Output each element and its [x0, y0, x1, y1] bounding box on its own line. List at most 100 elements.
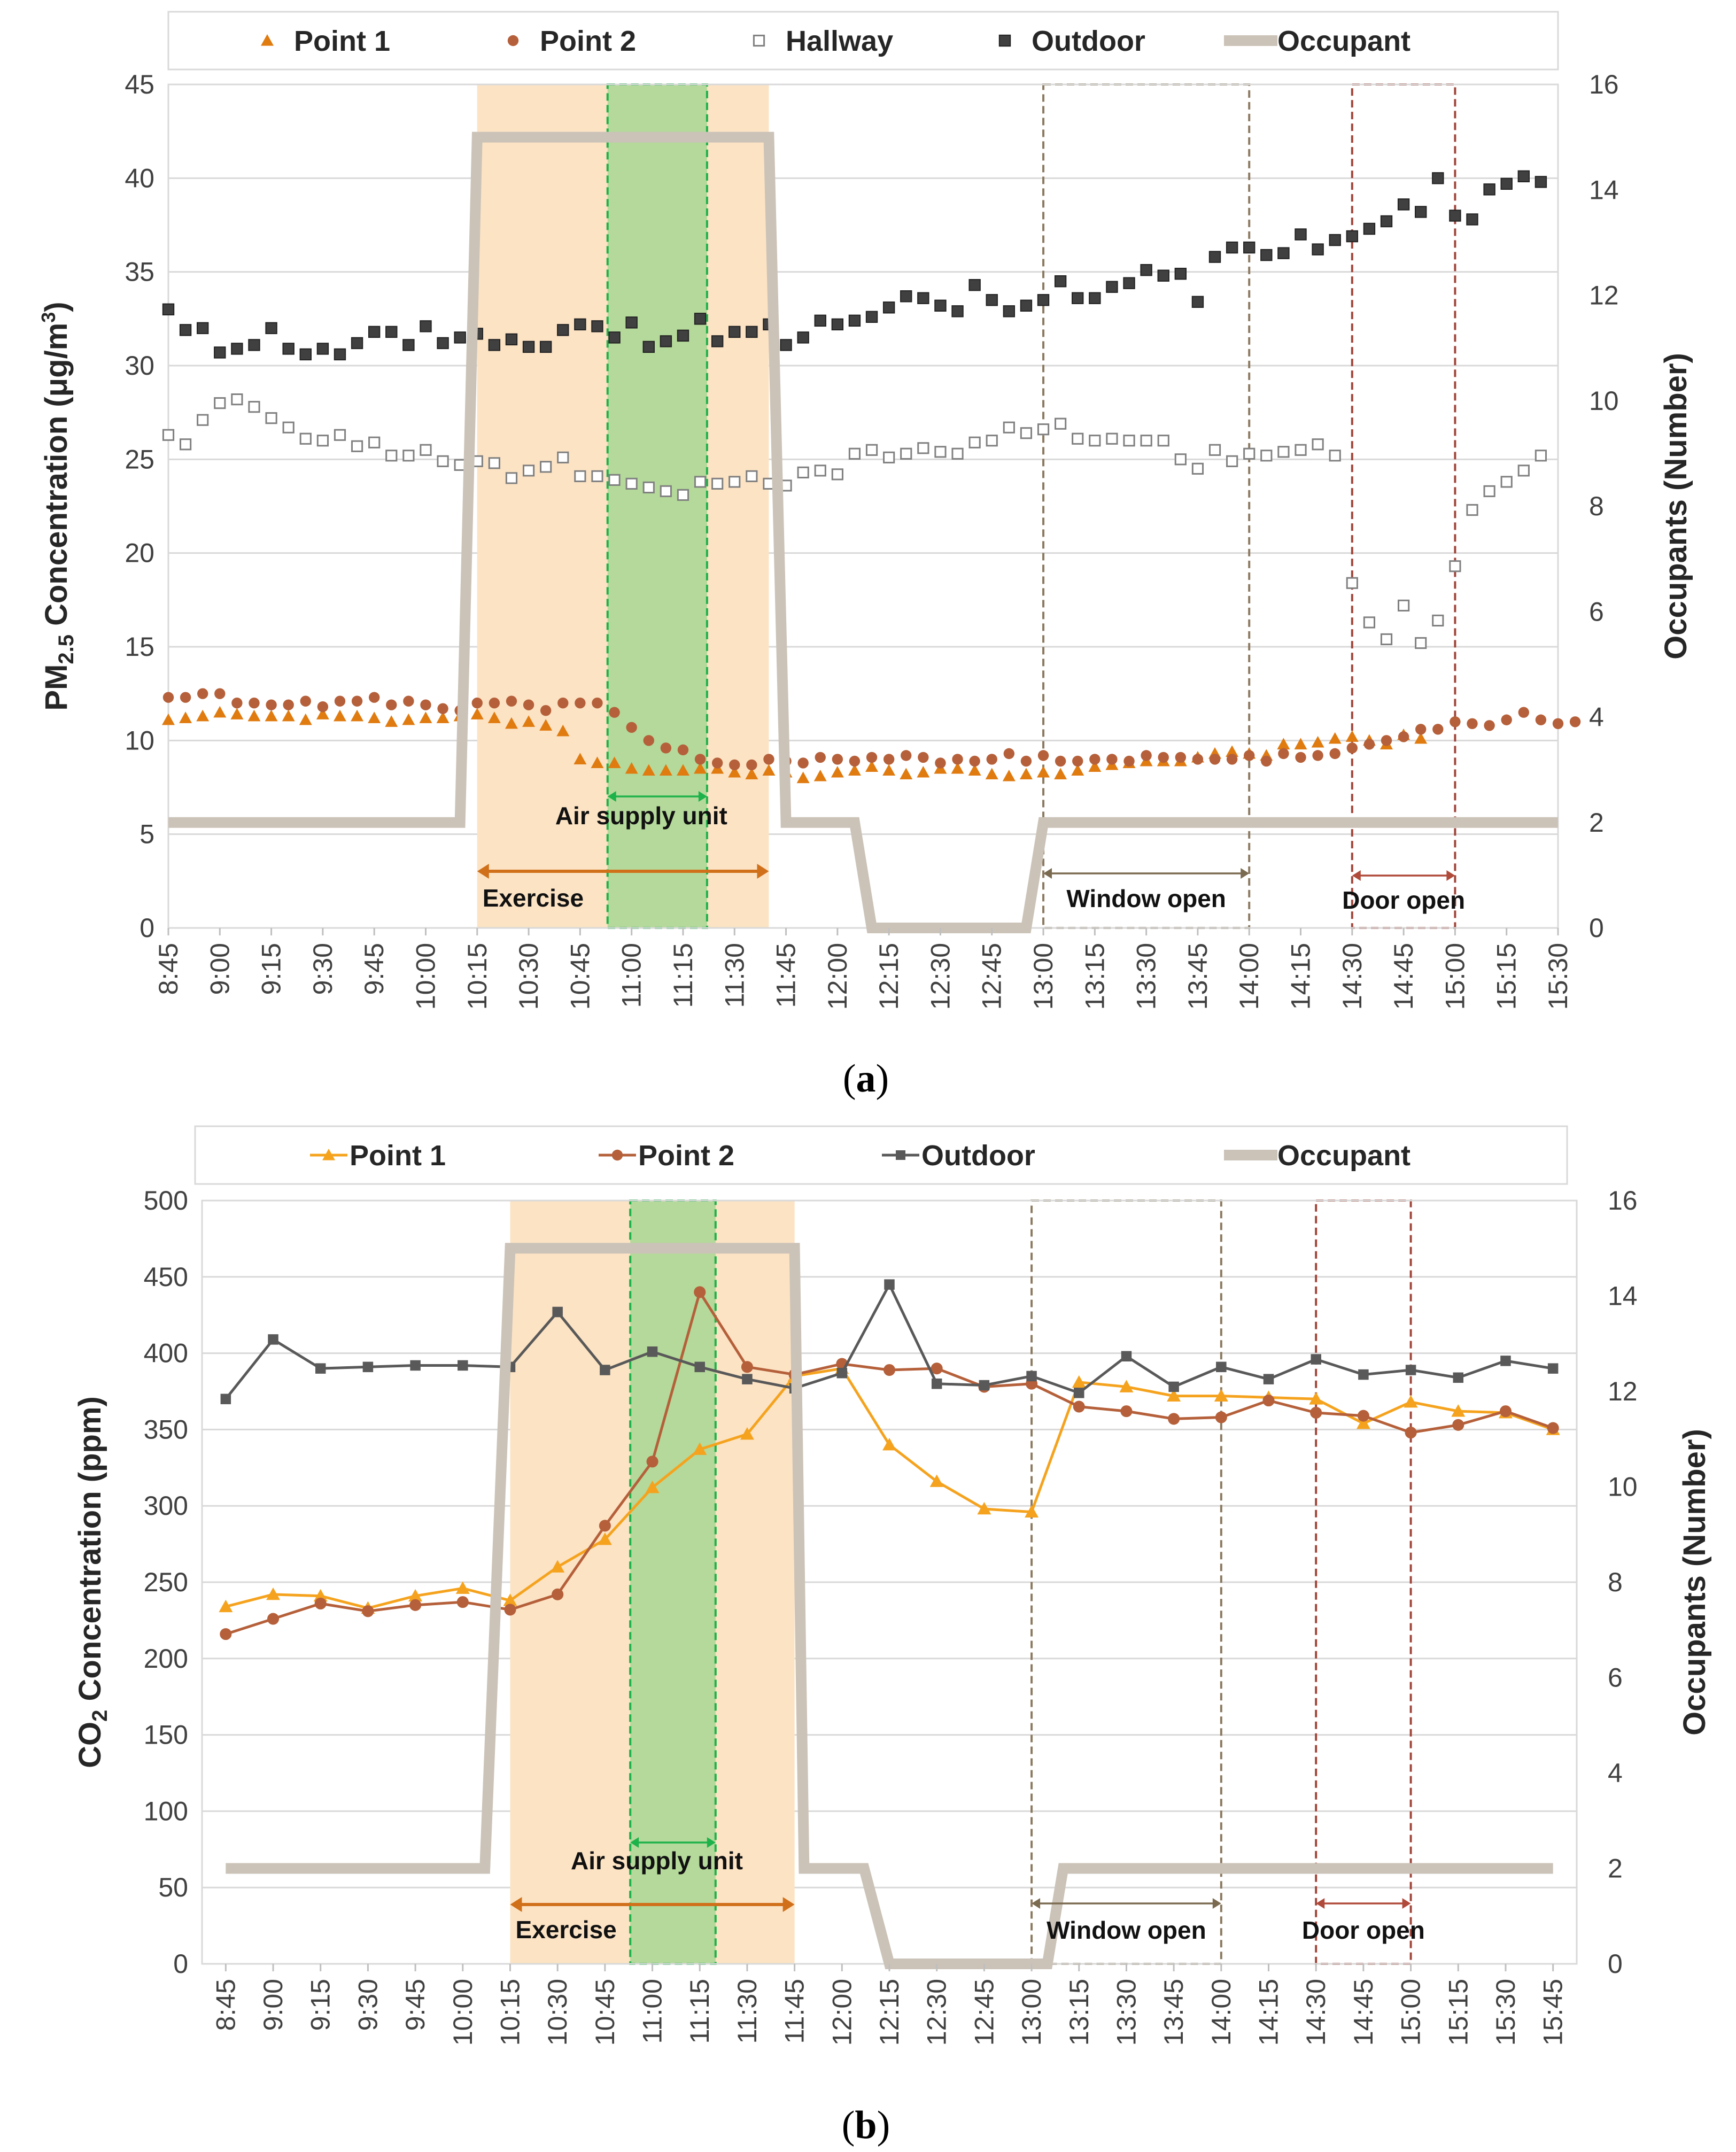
- series-hallway-point: [1191, 462, 1204, 475]
- x-tick-label: 11:30: [732, 1979, 762, 2043]
- series-outdoor-point: [884, 1279, 895, 1290]
- legend-outdoor-swatch: [998, 34, 1011, 47]
- series-outdoor-point: [402, 339, 415, 351]
- x-tick-label: 12:30: [922, 1979, 952, 2046]
- series-point1-point: [693, 1442, 707, 1455]
- y2-tick-label: 4: [1608, 1758, 1623, 1788]
- series-point2-point: [931, 1363, 943, 1375]
- series-outdoor-point: [848, 314, 861, 327]
- series-point1-point: [796, 771, 810, 784]
- series-point1-point: [299, 713, 312, 725]
- series-outdoor-point: [934, 299, 947, 312]
- series-hallway-point: [934, 446, 947, 458]
- series-hallway-point: [1140, 435, 1152, 447]
- series-point2-point: [797, 757, 809, 769]
- x-tick-label: 12:15: [874, 1979, 904, 2046]
- series-point2-point: [660, 742, 672, 754]
- series-outdoor-point: [625, 316, 638, 329]
- y2-axis-title: Occupants (Number): [1658, 353, 1693, 660]
- series-hallway-point: [420, 444, 432, 456]
- x-tick-label: 13:30: [1132, 943, 1161, 1010]
- x-tick-label: 11:15: [668, 943, 698, 1008]
- y2-tick-label: 6: [1608, 1663, 1623, 1693]
- series-point1-point: [694, 762, 707, 774]
- series-outdoor-point: [711, 335, 724, 347]
- window-arrowhead-right: [1241, 868, 1250, 879]
- series-point2-point: [1209, 754, 1221, 765]
- series-hallway-point: [608, 474, 621, 486]
- series-hallway-point: [1260, 450, 1273, 462]
- series-outdoor-point: [265, 322, 277, 335]
- series-outdoor-point: [162, 303, 175, 315]
- series-point1-point: [436, 711, 449, 723]
- x-tick-label: 13:45: [1159, 1979, 1189, 2046]
- series-hallway-point: [746, 470, 758, 482]
- y2-tick-label: 14: [1589, 175, 1619, 205]
- series-outdoor-point: [1020, 299, 1033, 312]
- series-outdoor-point: [1140, 264, 1152, 276]
- series-outdoor-point: [677, 329, 689, 342]
- series-point2-point: [866, 752, 878, 763]
- door-annotation-label: Door open: [1302, 1916, 1425, 1944]
- series-point2-point: [935, 757, 946, 769]
- x-tick-label: 12:45: [977, 943, 1007, 1010]
- series-point1-point: [1328, 732, 1342, 744]
- series-point2-point: [746, 759, 757, 771]
- series-outdoor-point: [608, 331, 621, 344]
- x-tick-label: 11:00: [617, 943, 647, 1008]
- series-outdoor-point: [1121, 1351, 1132, 1362]
- y-tick-label: 20: [125, 538, 154, 568]
- series-point2-point: [1467, 718, 1478, 729]
- series-point1-point: [929, 1474, 944, 1487]
- series-point2-point: [832, 754, 843, 765]
- series-outdoor-point: [1453, 1372, 1464, 1383]
- legend-occupant-label: Occupant: [1277, 1140, 1410, 1172]
- series-hallway-point: [1483, 485, 1495, 498]
- series-hallway-point: [848, 447, 861, 460]
- series-point2-point: [1158, 752, 1169, 763]
- series-point1-point: [1167, 1389, 1181, 1402]
- chart-panel-a: Exercise Air supply unit Window open Door o…: [37, 11, 1693, 1010]
- series-point2-point: [1357, 1410, 1369, 1422]
- x-tick-label: 14:15: [1286, 943, 1316, 1010]
- series-point1-point: [740, 1427, 754, 1440]
- series-hallway-point: [865, 444, 878, 456]
- y-tick-label: 40: [125, 163, 154, 193]
- legend-outdoor-label: Outdoor: [1032, 25, 1145, 57]
- series-outdoor-point: [1243, 241, 1256, 254]
- series-hallway-point: [368, 436, 381, 448]
- series-outdoor-point: [1397, 198, 1410, 211]
- series-point2-point: [849, 755, 861, 767]
- series-point2-point: [592, 698, 603, 709]
- series-hallway-point: [1295, 444, 1307, 456]
- y-tick-label: 350: [144, 1414, 188, 1444]
- y-tick-label: 300: [144, 1491, 188, 1521]
- series-point1-point: [1054, 768, 1067, 780]
- series-outdoor-point: [1517, 170, 1530, 183]
- series-point1-point: [1025, 1505, 1039, 1518]
- x-tick-label: 10:00: [448, 1979, 478, 2046]
- series-hallway-point: [1415, 637, 1427, 649]
- series-point1-point: [402, 713, 415, 725]
- series-point2-point: [883, 754, 895, 765]
- door-annotation-label: Door open: [1342, 886, 1465, 914]
- x-tick-label: 11:00: [638, 1979, 668, 2043]
- series-point2-point: [552, 1588, 564, 1600]
- series-point1-point: [642, 764, 655, 776]
- y-tick-label: 45: [125, 69, 154, 99]
- caption-a: (a): [843, 1057, 889, 1101]
- series-outdoor-point: [574, 318, 586, 331]
- series-hallway-point: [488, 457, 500, 469]
- air_supply-arrowhead-right: [698, 791, 707, 802]
- series-outdoor-point: [214, 346, 226, 359]
- series-outdoor-point: [1449, 210, 1461, 222]
- series-point1-point: [487, 711, 501, 723]
- y2-tick-label: 16: [1608, 1186, 1638, 1216]
- series-outdoor-point: [1500, 177, 1513, 190]
- series-point1-point: [179, 711, 192, 723]
- y-tick-label: 50: [158, 1872, 188, 1902]
- series-hallway-point: [316, 435, 329, 447]
- series-point2-point: [180, 692, 191, 703]
- series-outdoor-point: [728, 326, 741, 338]
- series-outdoor-point: [780, 339, 792, 351]
